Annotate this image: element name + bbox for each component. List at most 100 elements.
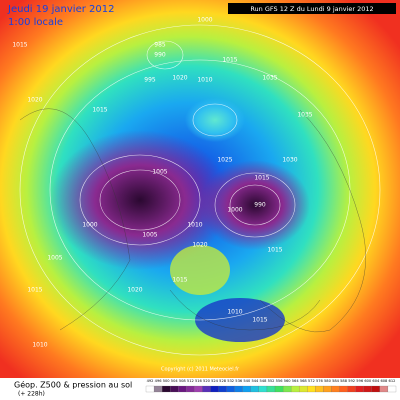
isobar-label: 1000: [197, 17, 212, 24]
isobar-label: 1015: [267, 247, 282, 254]
isobar-label: 1010: [187, 222, 202, 229]
scale-label: 500: [163, 379, 171, 383]
scale-cell: [363, 385, 372, 393]
isobar-label: 1020: [172, 75, 187, 82]
isobar-label: 1000: [82, 222, 97, 229]
scale-cell: [170, 385, 179, 393]
scale-label: 516: [195, 379, 203, 383]
isobar-label: 1020: [127, 287, 142, 294]
scale-cell: [258, 385, 268, 393]
scale-cell: [218, 385, 227, 393]
ridge-area: [170, 245, 230, 295]
scale-label: 540: [243, 379, 251, 383]
scale-cell: [178, 385, 187, 393]
isobar-label: 995: [144, 77, 156, 84]
scale-cell: [282, 385, 292, 393]
scale-cell: [250, 385, 260, 393]
scale-label: 560: [284, 379, 292, 383]
scale-cell: [153, 385, 163, 393]
scale-cell: [315, 385, 324, 393]
scale-cell: [387, 385, 397, 393]
scale-label: 552: [268, 379, 275, 383]
scale-label: 584: [332, 379, 340, 383]
isobar-label: 1010: [32, 342, 47, 349]
scale-label: 580: [324, 379, 332, 383]
isobar-label: 1020: [27, 97, 42, 104]
isobar-label: 1030: [282, 157, 297, 164]
isobar-label: 1025: [217, 157, 232, 164]
isobar-label: 1010: [227, 309, 242, 316]
scale-label: 524: [211, 379, 219, 383]
footer-title: Géop. Z500 & pression au sol: [14, 380, 132, 390]
scale-label: 548: [260, 379, 268, 383]
scale-cell: [145, 385, 155, 393]
isobar-label: 1015: [12, 42, 27, 49]
coastlines: [19, 108, 366, 333]
date: Jeudi 19 janvier 2012: [7, 4, 114, 15]
scale-cell: [266, 385, 276, 393]
scale-cell: [194, 385, 203, 393]
scale-cell: [226, 385, 235, 393]
scale-label: 532: [227, 379, 234, 383]
scale-label: 564: [292, 379, 300, 383]
scale-cell: [186, 385, 195, 393]
scale-label: 504: [171, 379, 179, 383]
scale-label: 592: [348, 379, 355, 383]
scale-cell: [210, 385, 219, 393]
isobar-label: 990: [254, 202, 266, 209]
lead-time: (+ 228h): [18, 391, 45, 398]
ridge-area: [185, 98, 245, 142]
isobar-label: 1015: [172, 277, 187, 284]
run-box: [228, 3, 396, 14]
scale-label: 496: [155, 379, 163, 383]
isobar-label: 1005: [142, 232, 157, 239]
scale-cell: [323, 385, 332, 393]
scale-cell: [234, 385, 243, 393]
scale-label: 528: [219, 379, 227, 383]
isobar-label: 1015: [92, 107, 107, 114]
scale-label: 536: [235, 379, 243, 383]
scale-cell: [379, 385, 389, 393]
scale-cell: [331, 385, 340, 393]
isobar-label: 1000: [227, 207, 242, 214]
scale-label: 572: [308, 379, 315, 383]
scale-label: 568: [300, 379, 308, 383]
low-pressure-area: [50, 130, 230, 270]
scale-cell: [242, 385, 251, 393]
scale-label: 612: [389, 379, 396, 383]
scale-label: 608: [380, 379, 388, 383]
isobar-label: 1005: [47, 255, 62, 262]
run-info: Run GFS 12 Z du Lundi 9 janvier 2012: [250, 5, 373, 13]
isobar-label: 1035: [297, 112, 312, 119]
scale-label: 600: [364, 379, 372, 383]
scale-cell: [162, 385, 171, 393]
scale-label: 588: [340, 379, 348, 383]
scale-label: 508: [179, 379, 187, 383]
scale-cell: [355, 385, 364, 393]
scale-cell: [202, 385, 211, 393]
scale-cell: [291, 385, 300, 393]
low-pressure-area: [200, 160, 310, 250]
isobar-label: 1035: [262, 75, 277, 82]
isobar-label: 1010: [197, 77, 212, 84]
scale-label: 556: [276, 379, 284, 383]
isobar-label: 985: [154, 42, 166, 49]
scale-cell: [339, 385, 348, 393]
scale-label: 492: [147, 379, 154, 383]
trough-area: [195, 298, 285, 342]
isobar-label: 1015: [254, 175, 269, 182]
scale-cell: [299, 385, 308, 393]
scale-label: 576: [316, 379, 324, 383]
isobar-label: 1015: [222, 57, 237, 64]
scale-label: 544: [251, 379, 259, 383]
scale-cell: [371, 385, 380, 393]
copyright: Copyright (c) 2011 Meteociel.fr: [161, 367, 240, 373]
scale-cell: [347, 385, 356, 393]
isobar-labels: 1015 1000 985 990 995 1010 1020 1015 1015 1020 103…: [12, 17, 312, 349]
scale-label: 520: [203, 379, 211, 383]
isobar-label: 990: [154, 52, 166, 59]
isobar-label: 1015: [252, 317, 267, 324]
time: 1:00 locale: [8, 17, 63, 28]
isobar-label: 1005: [152, 169, 167, 176]
